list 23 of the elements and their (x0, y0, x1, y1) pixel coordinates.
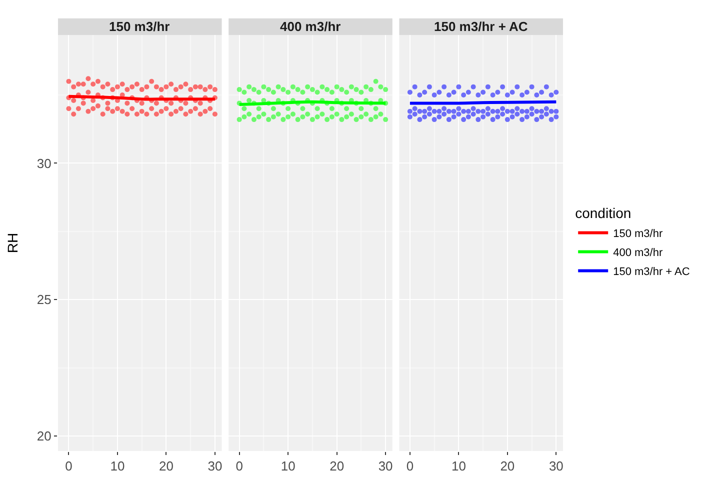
x-tick-label: 0 (65, 458, 72, 474)
legend-label: 150 m3/hr + AC (613, 266, 690, 278)
y-tick-label: 30 (36, 156, 52, 171)
x-tick-label: 30 (208, 458, 222, 474)
x-tick-label: 10 (451, 458, 466, 474)
legend-label: 400 m3/hr (613, 246, 663, 259)
y-axis-title: RH (4, 232, 21, 254)
x-tick-label: 10 (110, 458, 125, 474)
x-tick-label: 10 (280, 458, 296, 474)
x-tick-label: 20 (158, 458, 174, 474)
chart-title: 400 m3/hr (280, 19, 341, 34)
chart-title: 150 m3/hr (109, 19, 170, 34)
x-tick-label: 0 (236, 458, 243, 474)
chart-title: 150 m3/hr + AC (434, 19, 528, 34)
x-tick-label: 20 (330, 458, 344, 474)
y-tick-label: 20 (36, 428, 52, 444)
x-tick-label: 30 (378, 458, 393, 474)
legend-label: 150 m3/hr (613, 228, 663, 240)
x-tick-label: 0 (406, 458, 414, 474)
x-tick-label: 20 (500, 458, 515, 474)
y-tick-label: 25 (36, 292, 52, 308)
legend-title: condition (575, 205, 632, 222)
x-tick-label: 30 (548, 458, 564, 474)
